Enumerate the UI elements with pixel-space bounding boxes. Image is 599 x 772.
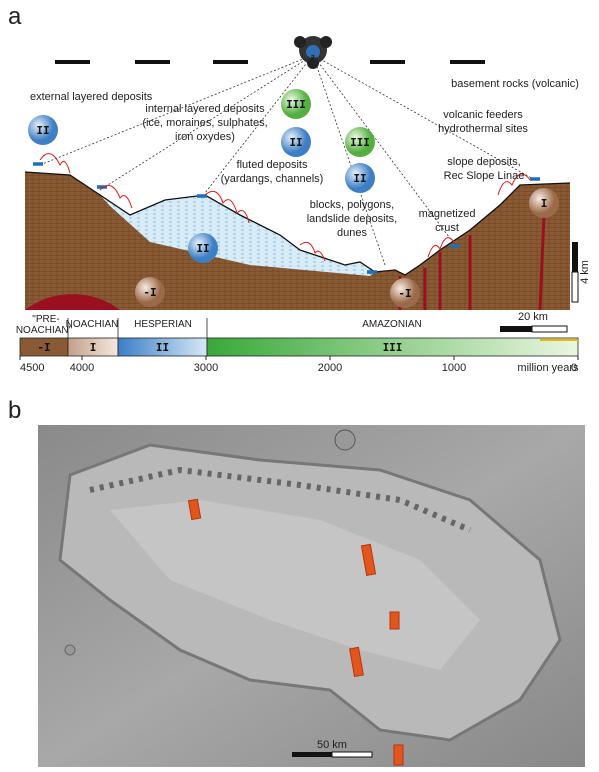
annotation: volcanic feeders	[443, 109, 523, 121]
annotation: (ice, moraines, sulphates,	[142, 117, 267, 129]
time-unit-label: II	[156, 341, 169, 354]
annotation: hydrothermal sites	[438, 123, 528, 135]
unit-badge-label: -I	[398, 287, 411, 300]
satellite-image: 50 km	[38, 425, 585, 767]
annotation: dunes	[337, 227, 367, 239]
unit-badge-label: I	[541, 197, 548, 210]
era-label: HESPERIAN	[134, 319, 192, 330]
vertical-scale-label: 4 km	[579, 260, 591, 284]
annotation: crust	[435, 222, 459, 234]
tick-label: 1000	[442, 362, 466, 374]
time-unit-label: I	[90, 341, 97, 354]
annotation: blocks, polygons,	[310, 199, 394, 211]
image-scale-label: 50 km	[317, 739, 347, 751]
horizontal-scale: 20 km	[500, 311, 567, 332]
unit-badge-label: II	[36, 124, 49, 137]
annotation: Rec Slope Linae	[444, 170, 525, 182]
era-label: NOACHIAN"	[16, 325, 73, 336]
unit-badge-label: II	[289, 136, 302, 149]
unit-badge-label: II	[353, 172, 366, 185]
annotation: fluted deposits	[237, 159, 308, 171]
annotation: landslide deposits,	[307, 213, 398, 225]
tick-label: 2000	[318, 362, 342, 374]
era-label: "PRE-	[32, 314, 59, 325]
panel-letter: b	[8, 397, 21, 424]
tick-label: 4500	[20, 362, 44, 374]
annotation: slope deposits,	[447, 156, 520, 168]
era-label: NOACHIAN	[66, 319, 119, 330]
unit-badge-label: -I	[143, 286, 156, 299]
tick-label: 4000	[70, 362, 94, 374]
time-unit-label: III	[383, 341, 403, 354]
unit-badge-label: III	[286, 98, 306, 111]
unit-badge-label: II	[196, 242, 209, 255]
annotation: iron oxydes)	[175, 131, 235, 143]
tick-label: 3000	[194, 362, 218, 374]
annotation: magnetized	[419, 208, 476, 220]
annotation: (yardangs, channels)	[221, 173, 324, 185]
panel-letter: a	[8, 3, 22, 30]
vertical-scale: 4 km	[572, 242, 591, 302]
time-unit-label: -I	[37, 341, 50, 354]
unit-badge-label: III	[350, 136, 370, 149]
horizontal-scale-label: 20 km	[518, 311, 548, 323]
spacecraft	[294, 36, 332, 69]
annotation: internal layered deposits	[145, 103, 265, 115]
annotation: external layered deposits	[30, 91, 153, 103]
era-label: AMAZONIAN	[362, 319, 421, 330]
time-axis-unit: million years	[517, 362, 579, 374]
figure: a external layered depositsinternal laye…	[0, 0, 599, 767]
annotation: basement rocks (volcanic)	[451, 78, 579, 90]
